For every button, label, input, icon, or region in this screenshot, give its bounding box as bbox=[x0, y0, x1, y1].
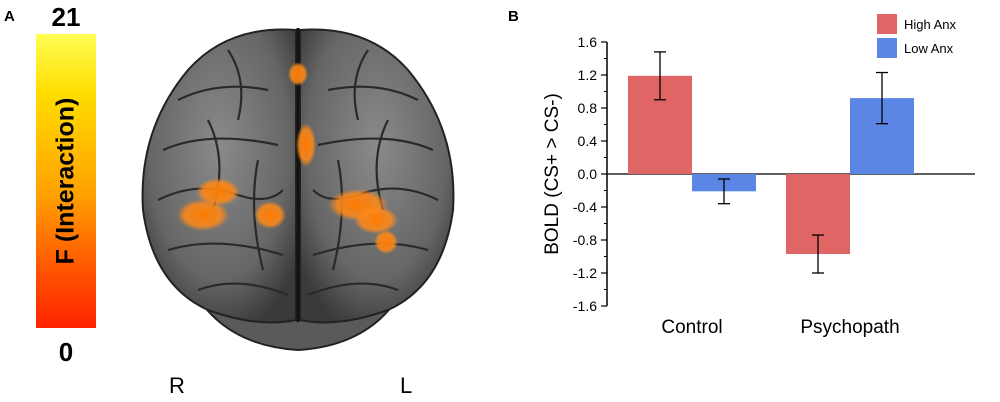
legend-swatch bbox=[877, 14, 897, 34]
y-axis-label: BOLD (CS+ > CS-) bbox=[542, 93, 563, 255]
y-tick-label: -1.6 bbox=[573, 298, 597, 314]
y-tick-label: 0.4 bbox=[578, 133, 598, 149]
activation-blobs bbox=[177, 62, 398, 254]
y-tick-label: 1.2 bbox=[578, 67, 598, 83]
panel-b-letter: B bbox=[508, 8, 519, 25]
x-category-label: Psychopath bbox=[800, 317, 899, 338]
brain-render bbox=[118, 10, 478, 355]
bar-chart: BOLD (CS+ > CS-) 1.6 1.2 0.8 0.4 0.0 -0.4 -0.8… bbox=[542, 14, 975, 338]
hemisphere-label-r: R bbox=[169, 373, 185, 398]
legend-label: Low Anx bbox=[904, 41, 954, 56]
colorbar-max-label: 21 bbox=[51, 2, 81, 32]
legend: High Anx Low Anx bbox=[877, 14, 957, 58]
y-tick-label: 0.8 bbox=[578, 100, 598, 116]
y-tick-label: -1.2 bbox=[573, 265, 597, 281]
hemisphere-label-l: L bbox=[400, 373, 413, 398]
colorbar-min-label: 0 bbox=[58, 337, 74, 367]
x-category-label: Control bbox=[661, 317, 722, 338]
panel-a-letter: A bbox=[4, 8, 15, 25]
colorbar bbox=[36, 34, 96, 328]
y-tick-label: 0.0 bbox=[578, 166, 598, 182]
y-tick-label: -0.8 bbox=[573, 232, 597, 248]
legend-swatch bbox=[877, 38, 897, 58]
bars bbox=[628, 51, 914, 274]
brain-image bbox=[141, 28, 455, 352]
axes: 1.6 1.2 0.8 0.4 0.0 -0.4 -0.8 -1.2 -1.6 Control Ps… bbox=[573, 34, 975, 338]
y-tick-label: 1.6 bbox=[578, 34, 598, 50]
legend-label: High Anx bbox=[904, 17, 957, 32]
y-tick-label: -0.4 bbox=[573, 199, 597, 215]
colorbar-axis-label-text: F (Interaction) bbox=[51, 97, 80, 265]
